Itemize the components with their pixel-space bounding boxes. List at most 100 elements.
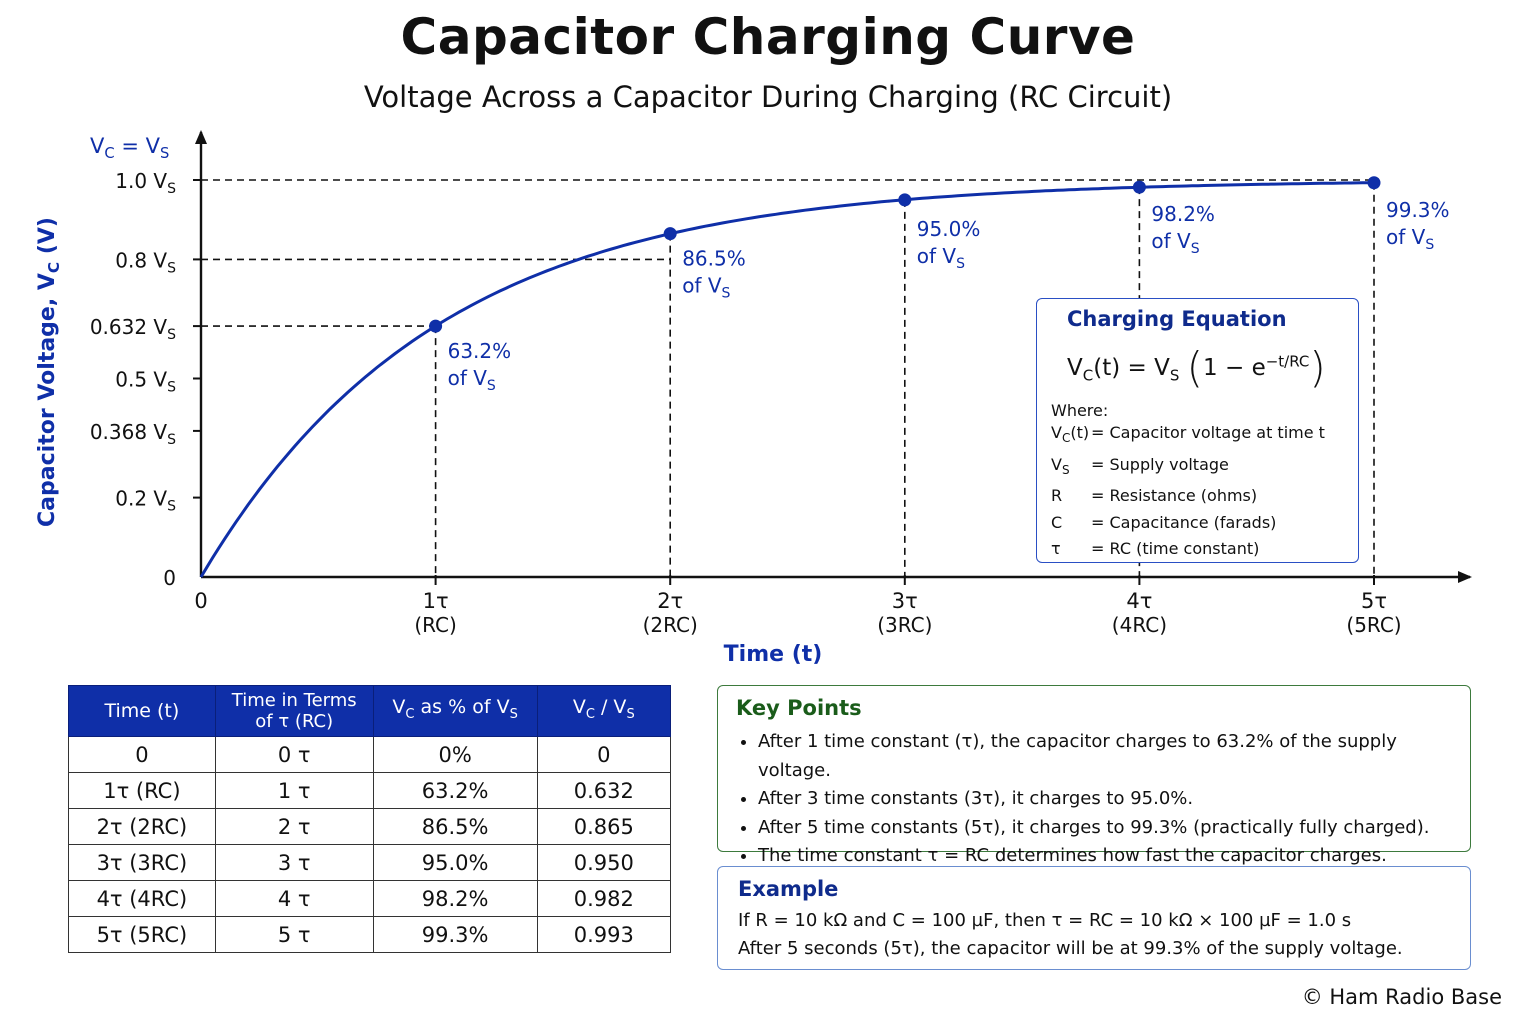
point-of-label: of VS	[448, 366, 496, 394]
table-header-cell: VC / VS	[536, 685, 672, 737]
definition-symbol: R	[1051, 486, 1063, 506]
definition-symbol: τ	[1051, 539, 1061, 559]
example-line-2: After 5 seconds (5τ), the capacitor will…	[738, 938, 1403, 959]
table-cell: 0%	[372, 736, 538, 773]
key-point-item: After 1 time constant (τ), the capacitor…	[758, 728, 1452, 785]
x-axis-title: Time (t)	[724, 642, 823, 667]
equation-definition-row: R = Resistance (ohms)	[1051, 483, 1344, 510]
point-percent-label: 63.2%	[448, 339, 512, 363]
table-cell: 4 τ	[214, 880, 374, 917]
table-cell: 86.5%	[372, 808, 538, 845]
point-of-label: of VS	[1151, 229, 1199, 257]
y-axis-top-label: VC = VS	[90, 134, 169, 162]
table-cell: 5τ (5RC)	[68, 916, 216, 953]
eq-inner: 1 − e	[1203, 355, 1266, 381]
table-cell: 3 τ	[214, 844, 374, 881]
point-percent-label: 95.0%	[917, 217, 981, 241]
table-row: 5τ (5RC) 5 τ 99.3% 0.993	[68, 916, 672, 953]
y-tick-label: 1.0 VS	[115, 169, 176, 197]
key-points-title: Key Points	[736, 696, 862, 720]
charging-curve-line	[199, 181, 1374, 578]
equation-definition-row: VC(t) = Capacitor voltage at time t	[1051, 420, 1344, 452]
definition-text: = RC (time constant)	[1091, 539, 1260, 559]
table-row: 2τ (2RC) 2 τ 86.5% 0.865	[68, 808, 672, 845]
table-header-cell: Time (t)	[68, 685, 216, 737]
y-tick-label: 0	[163, 566, 176, 590]
table-cell: 0.632	[536, 772, 672, 809]
x-tick-sublabel: (2RC)	[643, 613, 698, 637]
point-percent-label: 86.5%	[682, 247, 746, 271]
x-tick-sublabel: (RC)	[414, 613, 456, 637]
table-header-cell: Time in Terms of τ (RC)	[214, 685, 374, 737]
key-point-item: After 5 time constants (5τ), it charges …	[758, 814, 1452, 843]
definition-text: = Supply voltage	[1091, 454, 1229, 474]
x-tick-sublabel: (3RC)	[877, 613, 932, 637]
example-box: Example If R = 10 kΩ and C = 100 µF, the…	[717, 866, 1471, 970]
table-cell: 0.982	[536, 880, 672, 917]
data-point	[429, 319, 443, 333]
y-axis-title: Capacitor Voltage, VC (V)	[35, 217, 63, 527]
key-point-item: The time constant τ = RC determines how …	[758, 842, 1452, 871]
definition-symbol: VS	[1051, 454, 1070, 477]
table-cell: 1τ (RC)	[68, 772, 216, 809]
table-cell: 0.865	[536, 808, 672, 845]
data-point	[898, 193, 912, 207]
point-of-label: of VS	[917, 244, 965, 272]
example-line-1: If R = 10 kΩ and C = 100 µF, then τ = RC…	[738, 910, 1352, 931]
y-tick-label: 0.368 VS	[90, 420, 176, 448]
y-tick-label: 0.5 VS	[115, 368, 176, 396]
table-cell: 3τ (3RC)	[68, 844, 216, 881]
data-point	[1132, 180, 1146, 194]
table-cell: 0	[536, 736, 672, 773]
eq-exponent: −t/RC	[1265, 352, 1310, 371]
point-percent-label: 99.3%	[1386, 198, 1450, 222]
y-tick-label: 0.632 VS	[90, 315, 176, 343]
x-tick-label: 3τ	[892, 589, 918, 613]
table-header-row: Time (t) Time in Terms of τ (RC) VC as % of…	[68, 685, 672, 737]
table-cell: 5 τ	[214, 916, 374, 953]
key-points-box: Key Points After 1 time constant (τ), th…	[717, 685, 1471, 866]
point-of-label: of VS	[682, 274, 730, 302]
x-tick-label: 0	[194, 589, 207, 613]
data-point	[663, 227, 677, 241]
equation-where: Where:	[1051, 401, 1109, 420]
table-cell: 1 τ	[214, 772, 374, 809]
equation-title: Charging Equation	[1067, 307, 1287, 331]
table-cell: 0 τ	[214, 736, 374, 773]
data-point	[1367, 176, 1381, 190]
page-title: Capacitor Charging Curve	[400, 8, 1136, 66]
x-tick-label: 5τ	[1361, 589, 1387, 613]
example-title: Example	[738, 877, 839, 901]
table-cell: 95.0%	[372, 844, 538, 881]
charging-equation-box: Charging Equation VC(t) = VS (1 − e−t/RC…	[1036, 298, 1359, 563]
eq-lhs-rest: (t) = V	[1093, 355, 1170, 381]
eq-open-paren: (	[1186, 343, 1204, 392]
charging-table: Time (t) Time in Terms of τ (RC) VC as % of…	[68, 685, 672, 953]
table-row: 1τ (RC) 1 τ 63.2% 0.632	[68, 772, 672, 809]
eq-close-paren: )	[1309, 343, 1326, 392]
eq-lhs-sub: C	[1082, 366, 1094, 385]
x-tick-label: 2τ	[657, 589, 683, 613]
eq-rhs-sub: S	[1169, 366, 1180, 385]
definition-symbol: C	[1051, 512, 1063, 532]
definition-text: = Capacitor voltage at time t	[1091, 423, 1325, 442]
x-tick-label: 4τ	[1126, 589, 1152, 613]
key-points-list: After 1 time constant (τ), the capacitor…	[736, 728, 1452, 871]
equation-definitions: VC(t) = Capacitor voltage at time t VS = Su…	[1051, 420, 1344, 563]
table-cell: 99.3%	[372, 916, 538, 953]
x-tick-label: 1τ	[423, 589, 449, 613]
eq-lhs: V	[1067, 355, 1083, 381]
table-cell: 0.993	[536, 916, 672, 953]
y-tick-label: 0.8 VS	[115, 248, 176, 276]
table-cell: 98.2%	[372, 880, 538, 917]
page-subtitle: Voltage Across a Capacitor During Chargi…	[363, 80, 1173, 114]
x-tick-sublabel: (5RC)	[1346, 613, 1401, 637]
copyright: © Ham Radio Base	[1301, 985, 1502, 1009]
equation-definition-row: τ = RC (time constant)	[1051, 536, 1344, 563]
equation-definition-row: VS = Supply voltage	[1051, 452, 1344, 484]
definition-symbol: VC(t)	[1051, 423, 1090, 446]
table-cell: 0.950	[536, 844, 672, 881]
table-cell: 2τ (2RC)	[68, 808, 216, 845]
table-cell: 0	[68, 736, 216, 773]
